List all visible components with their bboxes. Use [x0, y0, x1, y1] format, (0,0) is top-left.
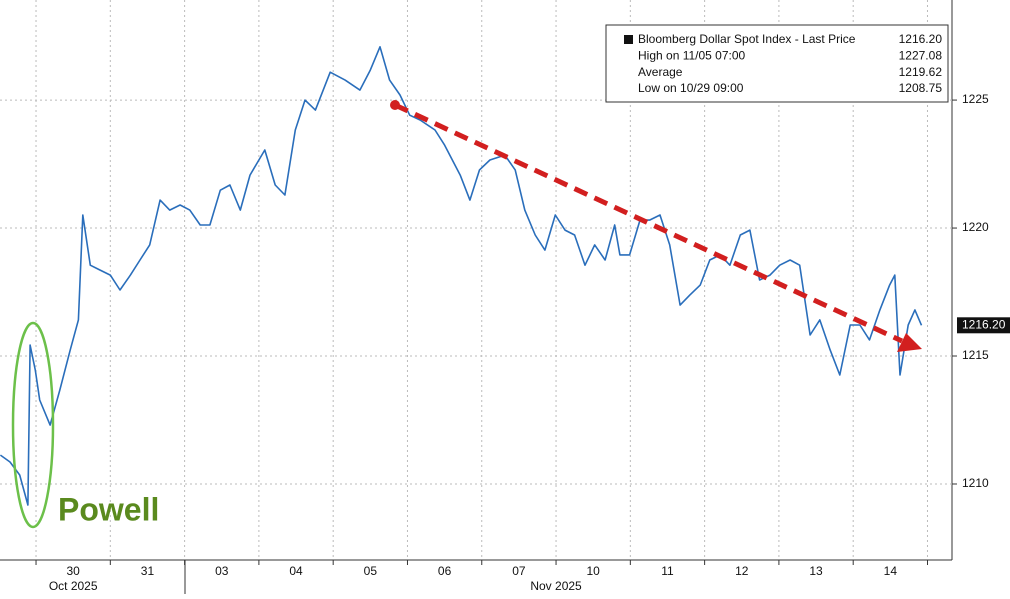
month-label: Nov 2025 [530, 579, 582, 593]
trend-arrow-start [390, 100, 400, 110]
trend-arrow-head [897, 333, 922, 352]
trend-arrow [393, 102, 904, 344]
x-tick-label: 31 [141, 564, 155, 578]
x-tick-label: 14 [884, 564, 898, 578]
last-price-box [957, 317, 1010, 334]
legend-label: High on 11/05 07:00 [638, 48, 746, 62]
legend-box [605, 24, 949, 103]
grid [0, 0, 952, 560]
y-tick-label: 1220 [962, 220, 989, 234]
legend-swatch [624, 35, 633, 44]
legend-label: Low on 10/29 09:00 [638, 81, 744, 95]
x-tick-label: 10 [587, 564, 601, 578]
last-price-label: 1216.20 [962, 317, 1006, 331]
y-tick-label: 1215 [962, 348, 989, 362]
y-tick-label: 1210 [962, 476, 989, 490]
x-tick-label: 06 [438, 564, 452, 578]
legend-value: 1227.08 [899, 48, 943, 62]
x-tick-label: 03 [215, 564, 229, 578]
x-tick-label: 12 [735, 564, 749, 578]
annotation: Powell [58, 491, 159, 527]
x-tick-label: 07 [512, 564, 526, 578]
x-tick-label: 04 [289, 564, 303, 578]
legend-label: Bloomberg Dollar Spot Index - Last Price [638, 32, 856, 46]
legend: Bloomberg Dollar Spot Index - Last Price… [638, 32, 942, 95]
x-tick-label: 13 [809, 564, 823, 578]
legend-label: Average [638, 65, 683, 79]
x-tick-label: 05 [364, 564, 378, 578]
y-tick-label: 1225 [962, 92, 989, 106]
month-label: Oct 2025 [49, 579, 98, 593]
x-tick-label: 11 [661, 564, 674, 578]
highlight-ellipse [11, 321, 55, 529]
legend-value: 1208.75 [899, 81, 943, 95]
legend-value: 1216.20 [899, 32, 943, 46]
legend-value: 1219.62 [899, 65, 943, 79]
plot [0, 46, 923, 506]
price-line [0, 46, 923, 506]
x-tick-label: 30 [66, 564, 80, 578]
